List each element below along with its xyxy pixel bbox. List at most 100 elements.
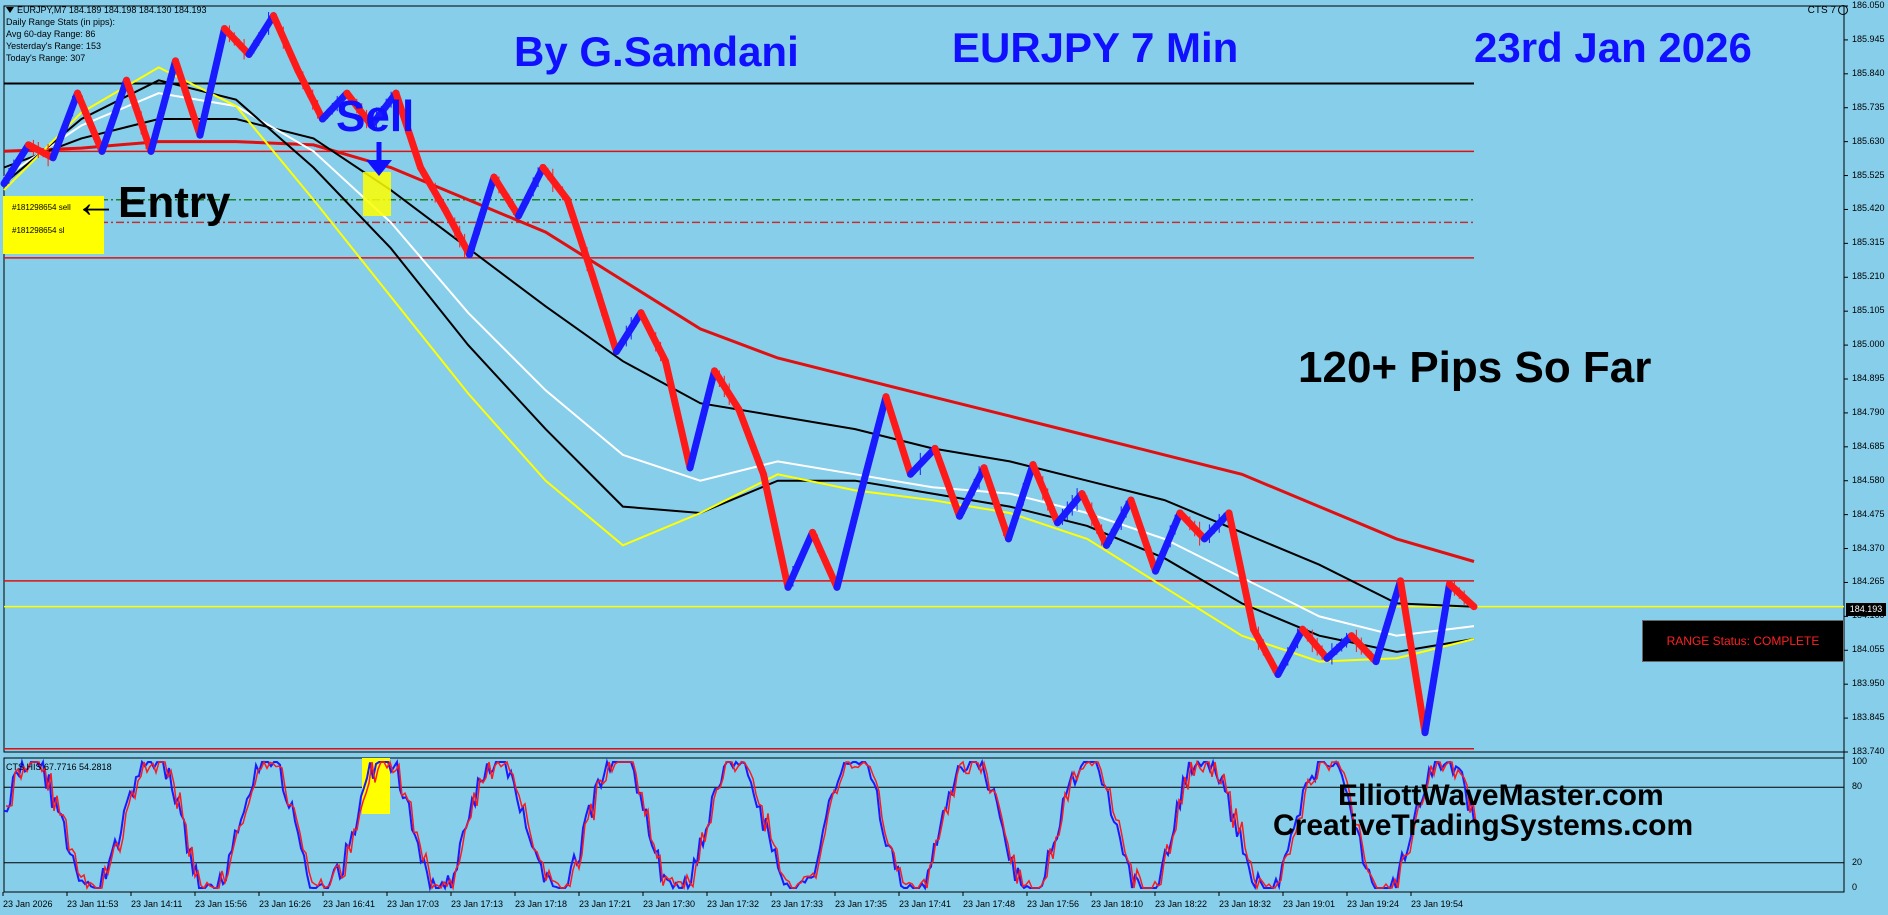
price-segment-7 bbox=[172, 57, 204, 139]
x-tick-label: 23 Jan 17:48 bbox=[963, 899, 1016, 909]
x-tick-label: 23 Jan 17:56 bbox=[1027, 899, 1080, 909]
price-segment-15 bbox=[368, 89, 400, 129]
range-stats-title: Daily Range Stats (in pips): bbox=[6, 17, 116, 27]
indicator-label: CTS 7 bbox=[1808, 5, 1848, 16]
order-marker-box: #181298654 sell #181298654 sl bbox=[3, 196, 104, 254]
x-tick-label: 23 Jan 14:11 bbox=[131, 899, 183, 909]
x-tick-label: 23 Jan 19:54 bbox=[1411, 899, 1464, 909]
price-segment-21 bbox=[515, 163, 547, 220]
x-tick-label: 23 Jan 17:13 bbox=[451, 899, 504, 909]
price-segment-38 bbox=[931, 444, 963, 520]
x-tick-label: 23 Jan 17:21 bbox=[579, 899, 632, 909]
price-segment-40 bbox=[980, 464, 1012, 543]
osc-scale-label: 80 bbox=[1852, 781, 1863, 792]
site-elliottwave: ElliottWaveMaster.com bbox=[1338, 779, 1664, 812]
price-segment-11 bbox=[270, 12, 302, 75]
y-tick-label: 185.000 bbox=[1852, 339, 1885, 350]
x-tick-label: 23 Jan 19:24 bbox=[1347, 899, 1400, 909]
price-segment-9 bbox=[221, 25, 253, 58]
instrument-title: EURJPY 7 Min bbox=[952, 24, 1239, 71]
x-tick-label: 23 Jan 17:35 bbox=[835, 899, 888, 909]
price-segment-19 bbox=[466, 173, 498, 259]
y-tick-label: 185.630 bbox=[1852, 135, 1885, 146]
price-segment-4 bbox=[98, 76, 130, 155]
price-segment-46 bbox=[1127, 496, 1159, 575]
entry-text: Entry bbox=[118, 178, 231, 227]
y-tick-label: 183.845 bbox=[1852, 712, 1885, 723]
x-tick-label: 23 Jan 11:53 bbox=[67, 899, 119, 909]
price-segment-39 bbox=[956, 464, 988, 520]
price-segment-22 bbox=[539, 163, 571, 204]
x-tick-label: 23 Jan 17:32 bbox=[707, 899, 760, 909]
osc-scale-label: 20 bbox=[1852, 856, 1863, 867]
price-segment-1 bbox=[25, 141, 57, 162]
price-segment-33 bbox=[809, 528, 841, 591]
price-segment-47 bbox=[1152, 509, 1184, 575]
price-segment-55 bbox=[1348, 632, 1380, 666]
moving-average-3 bbox=[3, 79, 1475, 653]
price-segment-31 bbox=[760, 470, 792, 591]
price-segment-18 bbox=[441, 205, 473, 259]
oscillator-label: CTS HIS 67.7716 54.2818 bbox=[6, 762, 112, 772]
price-segment-36 bbox=[882, 393, 914, 478]
moving-average-0 bbox=[3, 140, 1475, 563]
x-tick-label: 23 Jan 17:33 bbox=[771, 899, 824, 909]
price-segment-23 bbox=[564, 196, 596, 278]
symbol-line: EURJPY,M7 184.189 184.198 184.130 184.19… bbox=[17, 5, 207, 15]
price-segment-0 bbox=[0, 141, 32, 188]
y-tick-label: 184.685 bbox=[1852, 440, 1885, 451]
price-segment-5 bbox=[123, 76, 155, 155]
price-segment-51 bbox=[1250, 625, 1282, 678]
y-tick-label: 185.315 bbox=[1852, 237, 1885, 248]
left-arrow-icon: ← bbox=[74, 178, 118, 227]
pips-label: 120+ Pips So Far bbox=[1298, 343, 1652, 392]
price-segment-42 bbox=[1029, 461, 1061, 527]
moving-average-4 bbox=[3, 66, 1475, 663]
chevron-down-icon[interactable] bbox=[6, 7, 14, 13]
y-tick-label: 184.055 bbox=[1852, 644, 1885, 655]
moving-average-2 bbox=[3, 92, 1475, 637]
x-tick-label: 23 Jan 17:30 bbox=[643, 899, 696, 909]
y-tick-label: 183.950 bbox=[1852, 678, 1885, 689]
price-segment-41 bbox=[1005, 461, 1037, 543]
price-segment-37 bbox=[907, 444, 939, 478]
y-tick-label: 183.740 bbox=[1852, 746, 1885, 756]
price-segment-34 bbox=[833, 486, 865, 591]
price-segment-52 bbox=[1274, 625, 1306, 678]
price-segment-28 bbox=[686, 367, 718, 472]
price-segment-44 bbox=[1078, 490, 1110, 549]
y-tick-label: 185.525 bbox=[1852, 169, 1885, 180]
indicator-label-text: CTS 7 bbox=[1807, 5, 1836, 16]
price-segment-8 bbox=[196, 25, 228, 139]
price-segment-29 bbox=[711, 367, 743, 414]
order-sl-label: #181298654 sl bbox=[12, 226, 65, 235]
range-stats-today: Today's Range: 307 bbox=[6, 53, 86, 63]
x-tick-label: 23 Jan 17:18 bbox=[515, 899, 568, 909]
sell-highlight bbox=[363, 172, 391, 216]
x-tick-label: 23 Jan 16:41 bbox=[323, 899, 376, 909]
y-tick-label: 184.580 bbox=[1852, 474, 1885, 485]
price-segment-20 bbox=[490, 173, 522, 220]
price-segment-45 bbox=[1103, 496, 1135, 549]
x-tick-label: 23 Jan 17:41 bbox=[899, 899, 952, 909]
entry-label: ←Entry bbox=[74, 178, 230, 228]
price-segment-6 bbox=[147, 57, 179, 155]
price-segment-43 bbox=[1054, 490, 1086, 527]
price-segment-57 bbox=[1397, 577, 1429, 737]
range-stats-avg: Avg 60-day Range: 86 bbox=[6, 29, 96, 39]
osc-scale-label: 100 bbox=[1852, 756, 1868, 766]
y-tick-label: 184.265 bbox=[1852, 576, 1885, 587]
price-segment-54 bbox=[1323, 632, 1355, 662]
sell-label: Sell bbox=[336, 92, 415, 141]
y-tick-label: 185.210 bbox=[1852, 271, 1885, 282]
x-tick-label: 23 Jan 18:32 bbox=[1219, 899, 1272, 909]
range-stats-yesterday: Yesterday's Range: 153 bbox=[6, 41, 101, 51]
x-tick-label: 23 Jan 17:03 bbox=[387, 899, 440, 909]
price-segment-17 bbox=[417, 163, 449, 213]
price-segment-24 bbox=[588, 270, 620, 356]
y-tick-label: 184.370 bbox=[1852, 542, 1885, 553]
price-segment-32 bbox=[784, 528, 816, 591]
price-segment-13 bbox=[319, 89, 351, 123]
smiley-icon bbox=[1838, 5, 1848, 16]
